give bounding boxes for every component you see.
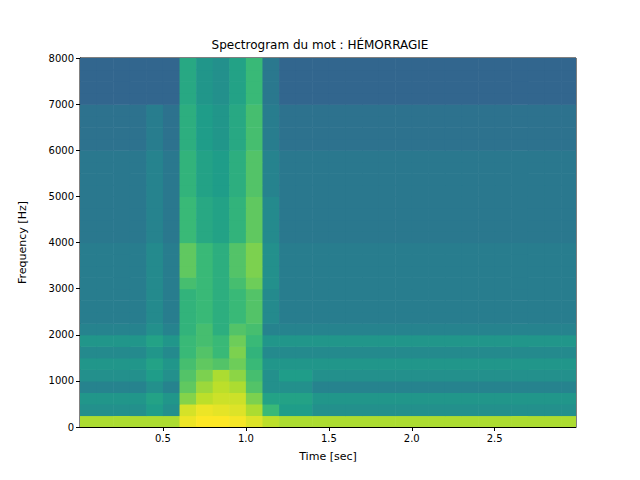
svg-text:Frequency [Hz]: Frequency [Hz] (16, 201, 29, 284)
svg-text:0: 0 (68, 422, 74, 433)
svg-text:6000: 6000 (49, 145, 74, 156)
svg-text:5000: 5000 (49, 191, 74, 202)
svg-text:Spectrogram du mot : HÉMORRAGI: Spectrogram du mot : HÉMORRAGIE (212, 37, 429, 52)
svg-text:0.5: 0.5 (155, 433, 171, 444)
svg-text:1.0: 1.0 (238, 433, 254, 444)
svg-text:8000: 8000 (49, 53, 74, 64)
svg-text:2.5: 2.5 (487, 433, 503, 444)
svg-text:Time [sec]: Time [sec] (298, 450, 357, 463)
svg-text:1.5: 1.5 (321, 433, 337, 444)
svg-text:2000: 2000 (49, 329, 74, 340)
svg-text:3000: 3000 (49, 283, 74, 294)
svg-text:2.0: 2.0 (404, 433, 420, 444)
svg-text:4000: 4000 (49, 237, 74, 248)
svg-text:1000: 1000 (49, 375, 74, 386)
svg-text:7000: 7000 (49, 99, 74, 110)
